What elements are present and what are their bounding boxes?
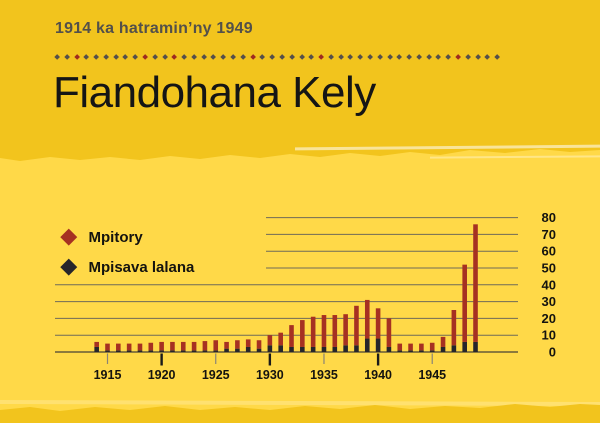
bar-1935-mpisava-lalana xyxy=(321,346,327,352)
legend-label-mpitory: Mpitory xyxy=(88,228,143,246)
bar-1941-mpisava-lalana xyxy=(386,346,392,352)
bar-1940-mpitory xyxy=(375,308,381,339)
y-tick-label-60: 60 xyxy=(542,244,556,259)
bar-1919-mpisava-lalana xyxy=(148,350,154,352)
bar-1929-mpitory xyxy=(256,340,262,349)
legend-item-mpisava-lalana: Mpisava lalana xyxy=(58,252,194,282)
bar-1932-mpisava-lalana xyxy=(289,346,294,352)
bar-1942-mpitory xyxy=(397,343,403,351)
bar-1946-mpitory xyxy=(440,336,446,347)
bar-1917-mpisava-lalana xyxy=(126,350,132,352)
x-tick-label-1935: 1935 xyxy=(310,368,338,382)
x-tick-label-1945: 1945 xyxy=(418,368,446,382)
date-range-subtitle: 1914 ka hatramin’ny 1949 xyxy=(55,20,253,37)
bar-1949-mpitory xyxy=(473,224,478,342)
bar-1921-mpisava-lalana xyxy=(170,350,175,352)
bar-1944-mpitory xyxy=(419,343,424,351)
bar-1931-mpitory xyxy=(278,332,283,346)
bar-1936-mpisava-lalana xyxy=(332,346,338,352)
bar-1943-mpisava-lalana xyxy=(408,350,413,352)
bar-1930-mpitory xyxy=(267,335,273,346)
y-tick-label-30: 30 xyxy=(542,294,556,309)
bar-1925-mpitory xyxy=(213,340,219,351)
bar-1926-mpisava-lalana xyxy=(224,348,229,352)
bar-1919-mpitory xyxy=(148,342,154,351)
x-tick-label-1930: 1930 xyxy=(256,368,284,382)
bar-1916-mpisava-lalana xyxy=(116,350,121,352)
bar-1928-mpisava-lalana xyxy=(245,346,251,352)
bar-1918-mpitory xyxy=(137,343,143,351)
bar-1933-mpisava-lalana xyxy=(300,346,305,352)
bar-1945-mpisava-lalana xyxy=(429,350,435,352)
x-tick-label-1915: 1915 xyxy=(94,368,122,382)
bar-1915-mpitory xyxy=(105,343,110,351)
bar-1916-mpitory xyxy=(116,343,121,351)
y-tick-label-10: 10 xyxy=(542,328,556,343)
bar-1933-mpitory xyxy=(300,320,305,347)
bar-1940-mpisava-lalana xyxy=(375,338,381,352)
bar-1927-mpisava-lalana xyxy=(235,348,240,352)
bar-1947-mpitory xyxy=(451,310,457,346)
legend-label-mpisava-lalana: Mpisava lalana xyxy=(88,258,195,276)
bar-1936-mpitory xyxy=(332,315,338,347)
bar-1935-mpitory xyxy=(321,315,327,347)
x-tick-label-1925: 1925 xyxy=(202,368,230,382)
bar-1930-mpisava-lalana xyxy=(267,345,273,352)
bar-1921-mpitory xyxy=(170,341,175,351)
bar-1943-mpitory xyxy=(408,343,413,351)
bar-1914-mpisava-lalana xyxy=(94,346,99,352)
bar-1948-mpitory xyxy=(462,264,467,342)
bar-1920-mpitory xyxy=(159,341,164,351)
bar-1938-mpitory xyxy=(354,305,359,346)
bar-1942-mpisava-lalana xyxy=(397,350,403,352)
bar-1939-mpitory xyxy=(364,299,370,339)
legend-item-mpitory: Mpitory xyxy=(58,222,194,252)
bar-1941-mpitory xyxy=(386,318,392,347)
bar-1923-mpitory xyxy=(191,341,197,351)
bar-1922-mpitory xyxy=(180,341,186,351)
bar-1922-mpisava-lalana xyxy=(180,350,186,352)
bar-1946-mpisava-lalana xyxy=(440,346,446,352)
y-tick-label-0: 0 xyxy=(549,345,556,360)
page-title: Fiandohana Kely xyxy=(53,68,376,117)
bar-1927-mpitory xyxy=(235,340,240,349)
bar-1944-mpisava-lalana xyxy=(419,350,424,352)
chart-legend: Mpitory Mpisava lalana xyxy=(58,222,194,282)
y-tick-label-50: 50 xyxy=(542,261,556,276)
bar-1937-mpitory xyxy=(343,314,348,346)
bar-1934-mpitory xyxy=(310,316,316,347)
bar-1920-mpisava-lalana xyxy=(159,350,164,352)
bar-1925-mpisava-lalana xyxy=(213,350,219,352)
bar-1924-mpitory xyxy=(202,341,208,351)
y-tick-label-80: 80 xyxy=(542,210,556,225)
bar-1945-mpitory xyxy=(429,342,435,351)
bar-1932-mpitory xyxy=(289,325,294,347)
y-tick-label-40: 40 xyxy=(542,277,556,292)
bar-1937-mpisava-lalana xyxy=(343,345,348,352)
x-tick-label-1940: 1940 xyxy=(364,368,392,382)
y-tick-label-70: 70 xyxy=(542,227,556,242)
bar-1928-mpitory xyxy=(245,339,251,347)
top-band xyxy=(0,0,600,161)
bar-1914-mpitory xyxy=(94,341,99,347)
bar-1923-mpisava-lalana xyxy=(191,350,197,352)
y-tick-label-20: 20 xyxy=(542,311,556,326)
bar-1924-mpisava-lalana xyxy=(202,350,208,352)
bar-1934-mpisava-lalana xyxy=(310,346,316,352)
bar-1929-mpisava-lalana xyxy=(256,348,262,352)
x-tick-label-1920: 1920 xyxy=(148,368,176,382)
bar-1947-mpisava-lalana xyxy=(451,345,457,352)
bar-1915-mpisava-lalana xyxy=(105,350,110,352)
bar-1926-mpitory xyxy=(224,341,229,349)
bar-1949-mpisava-lalana xyxy=(473,341,478,352)
bar-1938-mpisava-lalana xyxy=(354,345,359,352)
bar-1931-mpisava-lalana xyxy=(278,345,283,352)
bottom-band xyxy=(0,404,600,423)
bar-1948-mpisava-lalana xyxy=(462,341,467,352)
bar-1918-mpisava-lalana xyxy=(137,350,143,352)
bar-1917-mpitory xyxy=(126,343,132,351)
bar-1939-mpisava-lalana xyxy=(364,338,370,352)
